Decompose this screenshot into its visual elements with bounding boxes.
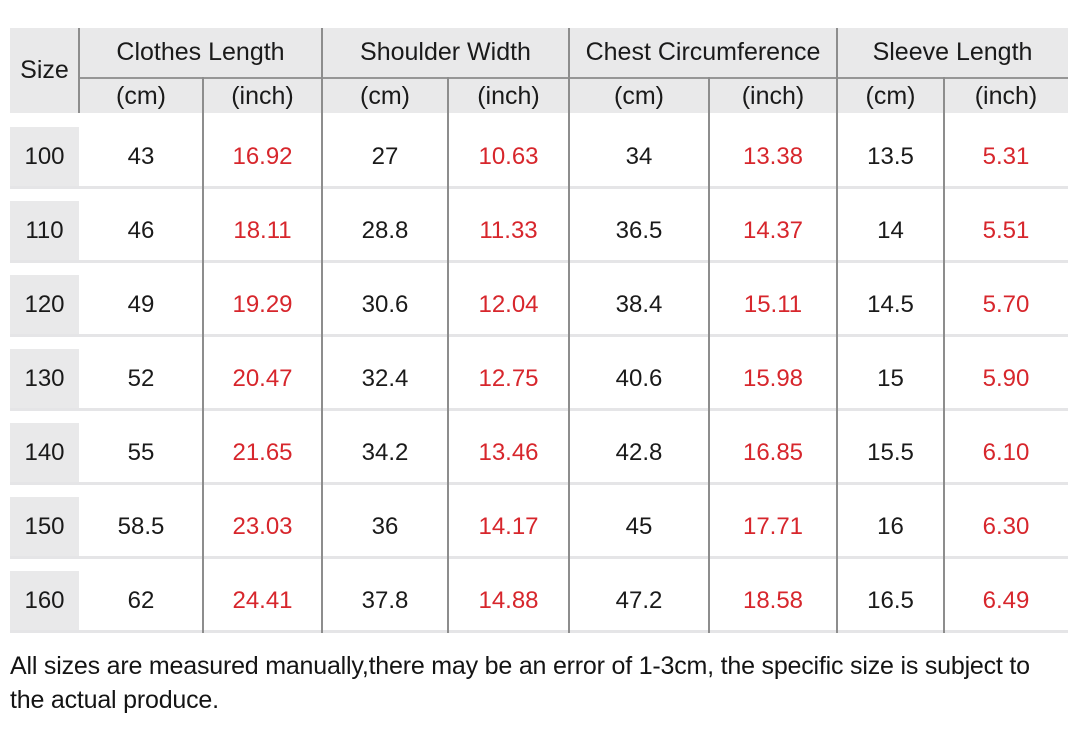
value-cell: 13.5	[837, 127, 944, 186]
value-cell: 5.51	[944, 201, 1068, 260]
value-cell: 16	[837, 497, 944, 556]
table-row: 110 46 18.11 28.8 11.33 36.5 14.37 14 5.…	[10, 201, 1068, 263]
table-row: 120 49 19.29 30.6 12.04 38.4 15.11 14.5 …	[10, 275, 1068, 337]
subheader-shoulder-inch: (inch)	[448, 77, 569, 113]
value-cell: 46	[79, 201, 203, 260]
value-cell: 36.5	[569, 201, 709, 260]
column-divider	[78, 28, 80, 113]
value-cell: 14.88	[448, 571, 569, 630]
value-cell: 34.2	[322, 423, 448, 482]
column-group-clothes-length: Clothes Length	[116, 38, 285, 66]
size-cell: 100	[10, 127, 79, 186]
size-cell: 110	[10, 201, 79, 260]
table-row: 150 58.5 23.03 36 14.17 45 17.71 16 6.30	[10, 497, 1068, 559]
value-cell: 37.8	[322, 571, 448, 630]
column-divider	[202, 77, 204, 633]
value-cell: 5.90	[944, 349, 1068, 408]
value-cell: 14.5	[837, 275, 944, 334]
table-row: 100 43 16.92 27 10.63 34 13.38 13.5 5.31	[10, 127, 1068, 189]
size-cell: 130	[10, 349, 79, 408]
value-cell: 23.03	[203, 497, 322, 556]
value-cell: 24.41	[203, 571, 322, 630]
value-cell: 12.04	[448, 275, 569, 334]
value-cell: 19.29	[203, 275, 322, 334]
value-cell: 30.6	[322, 275, 448, 334]
size-cell: 140	[10, 423, 79, 482]
value-cell: 32.4	[322, 349, 448, 408]
column-group-shoulder-width: Shoulder Width	[360, 38, 531, 66]
size-cell: 150	[10, 497, 79, 556]
subheader-clothes-cm: (cm)	[79, 77, 203, 113]
size-chart: Size Clothes Length Shoulder Width Chest…	[10, 28, 1068, 633]
value-cell: 12.75	[448, 349, 569, 408]
table-row: 130 52 20.47 32.4 12.75 40.6 15.98 15 5.…	[10, 349, 1068, 411]
size-cell: 160	[10, 571, 79, 630]
column-divider	[568, 28, 570, 633]
column-divider	[943, 77, 945, 633]
value-cell: 14.17	[448, 497, 569, 556]
value-cell: 6.49	[944, 571, 1068, 630]
value-cell: 36	[322, 497, 448, 556]
value-cell: 47.2	[569, 571, 709, 630]
value-cell: 42.8	[569, 423, 709, 482]
column-group-sleeve-length: Sleeve Length	[872, 38, 1033, 66]
column-group-chest-circumference: Chest Circumference	[585, 38, 821, 66]
value-cell: 27	[322, 127, 448, 186]
table-row: 160 62 24.41 37.8 14.88 47.2 18.58 16.5 …	[10, 571, 1068, 633]
table-row: 140 55 21.65 34.2 13.46 42.8 16.85 15.5 …	[10, 423, 1068, 485]
value-cell: 16.5	[837, 571, 944, 630]
subheader-sleeve-cm: (cm)	[837, 77, 944, 113]
value-cell: 55	[79, 423, 203, 482]
value-cell: 15.98	[709, 349, 837, 408]
value-cell: 15.11	[709, 275, 837, 334]
value-cell: 16.92	[203, 127, 322, 186]
value-cell: 34	[569, 127, 709, 186]
value-cell: 13.46	[448, 423, 569, 482]
value-cell: 20.47	[203, 349, 322, 408]
value-cell: 52	[79, 349, 203, 408]
footer-note: All sizes are measured manually,there ma…	[10, 652, 1030, 714]
column-divider	[836, 28, 838, 633]
value-cell: 15.5	[837, 423, 944, 482]
size-cell: 120	[10, 275, 79, 334]
value-cell: 45	[569, 497, 709, 556]
table-header: Size Clothes Length Shoulder Width Chest…	[10, 28, 1068, 113]
value-cell: 6.10	[944, 423, 1068, 482]
value-cell: 49	[79, 275, 203, 334]
value-cell: 14	[837, 201, 944, 260]
column-header-size: Size	[20, 56, 69, 84]
value-cell: 16.85	[709, 423, 837, 482]
value-cell: 10.63	[448, 127, 569, 186]
column-divider	[321, 28, 323, 633]
subheader-chest-cm: (cm)	[569, 77, 709, 113]
value-cell: 18.11	[203, 201, 322, 260]
value-cell: 43	[79, 127, 203, 186]
value-cell: 14.37	[709, 201, 837, 260]
value-cell: 40.6	[569, 349, 709, 408]
value-cell: 13.38	[709, 127, 837, 186]
subheader-chest-inch: (inch)	[709, 77, 837, 113]
value-cell: 62	[79, 571, 203, 630]
value-cell: 11.33	[448, 201, 569, 260]
table-body: 100 43 16.92 27 10.63 34 13.38 13.5 5.31…	[10, 127, 1068, 633]
value-cell: 21.65	[203, 423, 322, 482]
subheader-shoulder-cm: (cm)	[322, 77, 448, 113]
value-cell: 38.4	[569, 275, 709, 334]
value-cell: 18.58	[709, 571, 837, 630]
value-cell: 17.71	[709, 497, 837, 556]
value-cell: 58.5	[79, 497, 203, 556]
subheader-clothes-inch: (inch)	[203, 77, 322, 113]
column-divider	[708, 77, 710, 633]
value-cell: 6.30	[944, 497, 1068, 556]
subheader-sleeve-inch: (inch)	[944, 77, 1068, 113]
value-cell: 15	[837, 349, 944, 408]
value-cell: 5.31	[944, 127, 1068, 186]
value-cell: 5.70	[944, 275, 1068, 334]
value-cell: 28.8	[322, 201, 448, 260]
column-divider	[447, 77, 449, 633]
